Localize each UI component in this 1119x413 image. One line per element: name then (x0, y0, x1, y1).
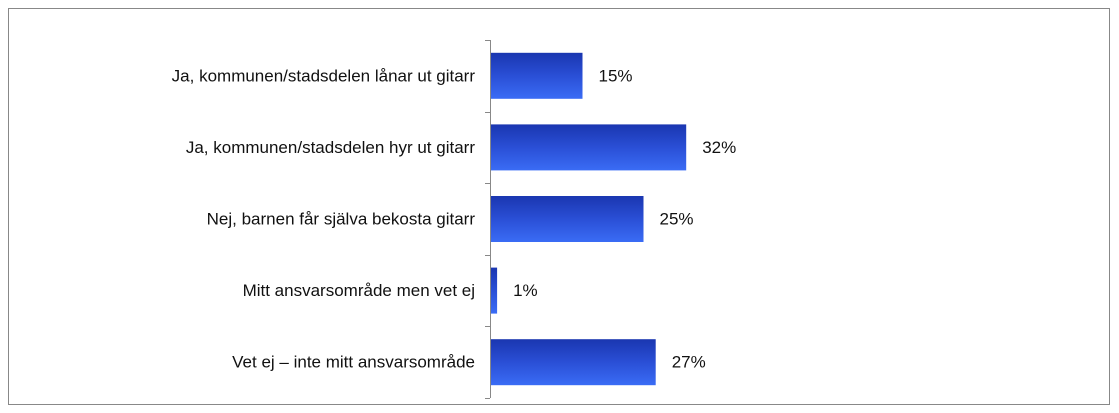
value-label: 1% (513, 281, 538, 300)
bar (491, 52, 583, 99)
category-label: Mitt ansvarsområde men vet ej (243, 281, 475, 300)
bar (491, 124, 687, 171)
value-label: 15% (599, 66, 633, 85)
bar (491, 267, 498, 314)
category-label: Ja, kommunen/stadsdelen hyr ut gitarr (186, 138, 475, 157)
value-label: 32% (702, 138, 736, 157)
category-label: Ja, kommunen/stadsdelen lånar ut gitarr (172, 66, 476, 85)
bar (491, 196, 644, 242)
bar (491, 339, 656, 386)
value-label: 25% (660, 209, 694, 228)
value-label: 27% (672, 353, 706, 372)
category-label: Nej, barnen får själva bekosta gitarr (207, 209, 476, 228)
category-label: Vet ej – inte mitt ansvarsområde (232, 353, 475, 372)
